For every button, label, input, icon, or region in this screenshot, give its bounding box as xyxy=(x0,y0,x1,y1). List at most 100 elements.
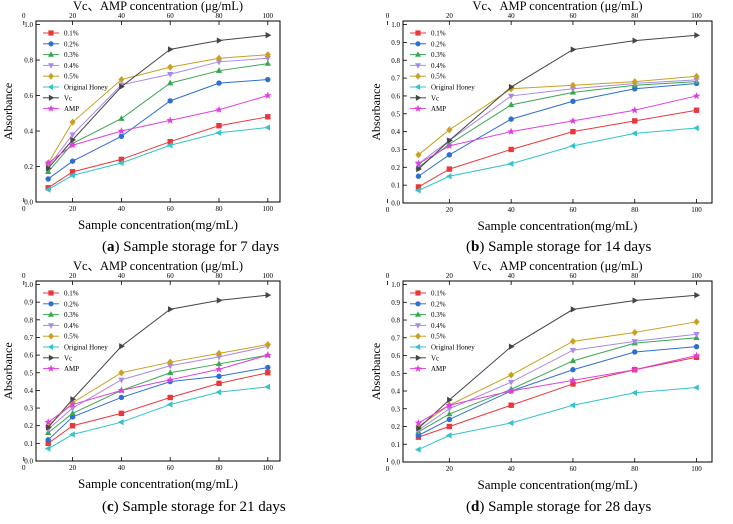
x-tick-label: 80 xyxy=(631,206,639,214)
plot-frame xyxy=(35,20,281,203)
series-line-0.1% xyxy=(418,356,697,438)
data-point-AMP xyxy=(215,105,223,113)
data-point-Vc xyxy=(447,137,453,144)
x-tick-label: 0 xyxy=(386,206,390,214)
data-point-0.5% xyxy=(118,369,125,377)
data-point-0.1% xyxy=(508,146,514,153)
top-x-tick-label: 0 xyxy=(386,12,390,20)
y-tick-label: 0.0 xyxy=(24,199,33,207)
data-point-AMP xyxy=(507,127,515,135)
data-point-0.1% xyxy=(570,128,576,135)
data-point-0.2% xyxy=(265,364,271,371)
data-point-0.3% xyxy=(69,409,76,416)
data-point-0.2% xyxy=(446,152,453,158)
data-point-Vc xyxy=(216,297,223,304)
series-line-0.5% xyxy=(47,54,268,164)
data-point-0.1% xyxy=(446,423,453,430)
legend-marker xyxy=(415,332,421,340)
legend-marker xyxy=(415,290,421,296)
legend-label: 0.4% xyxy=(64,62,79,70)
legend-label: Original Honey xyxy=(64,344,108,352)
data-point-0.4% xyxy=(69,132,76,139)
series-line-AMP xyxy=(418,95,697,165)
y-tick-label: 0.0 xyxy=(391,459,400,467)
data-point-AMP xyxy=(445,141,454,150)
x-tick-label: 40 xyxy=(508,206,516,214)
bottom-axis-title: Sample concentration(mg/mL) xyxy=(478,218,638,233)
top-x-tick-label: 80 xyxy=(631,272,639,280)
caption-b: (b) Sample storage for 14 days xyxy=(466,239,652,255)
data-point-AMP xyxy=(445,401,454,409)
y-tick-label: 0.2 xyxy=(391,423,400,431)
x-tick-label: 80 xyxy=(216,464,224,472)
series-line-0.5% xyxy=(47,344,268,427)
data-point-0.4% xyxy=(508,93,515,100)
y-tick-label: 1.0 xyxy=(24,281,33,289)
plot-frame xyxy=(402,20,713,204)
top-x-tick-label: 40 xyxy=(508,12,516,20)
series-line-0.3% xyxy=(418,337,697,433)
y-tick-label: 0.0 xyxy=(391,200,400,208)
data-point-Original Honey xyxy=(445,173,452,180)
y-tick-label: 0.3 xyxy=(24,405,33,413)
data-point-0.3% xyxy=(446,410,453,417)
data-point-Vc xyxy=(119,343,125,350)
data-point-Vc xyxy=(265,32,272,39)
data-point-Original Honey xyxy=(414,446,421,453)
data-point-0.5% xyxy=(215,349,223,357)
data-point-0.4% xyxy=(569,347,577,354)
data-point-Vc xyxy=(570,46,577,53)
data-point-0.3% xyxy=(45,168,52,175)
data-point-0.2% xyxy=(446,416,453,423)
data-point-0.5% xyxy=(631,78,638,86)
data-point-0.1% xyxy=(118,410,125,417)
x-tick-label: 20 xyxy=(69,205,77,213)
legend-label: Vc xyxy=(64,94,72,102)
bottom-axis-title: Sample concentration(mg/mL) xyxy=(78,217,238,232)
data-point-Original Honey xyxy=(445,432,452,439)
data-point-0.1% xyxy=(508,402,514,408)
data-point-0.2% xyxy=(570,98,576,104)
data-point-Vc xyxy=(70,396,77,403)
x-tick-label: 20 xyxy=(69,464,77,472)
data-point-Original Honey xyxy=(44,445,51,452)
x-tick-label: 100 xyxy=(263,464,274,472)
bottom-axis-title: Sample concentration(mg/mL) xyxy=(478,477,638,492)
y-tick-label: 0.7 xyxy=(391,334,400,342)
series-line-AMP xyxy=(418,355,697,424)
legend-marker xyxy=(415,72,421,80)
legend-label: 0.3% xyxy=(431,311,446,319)
legend-label: 0.1% xyxy=(64,30,79,38)
x-tick-label: 20 xyxy=(446,465,454,473)
data-point-AMP xyxy=(117,127,126,135)
x-tick-label: 0 xyxy=(22,205,26,213)
data-point-Original Honey xyxy=(264,383,271,391)
series-line-Original Honey xyxy=(47,386,268,450)
chart-panel-a: 0 20 40 60 80 100 0 20 40 60 80 100 0.0 0.2 0.4 0.6 0.8 1… xyxy=(1,0,281,232)
data-point-Vc xyxy=(508,343,515,350)
data-point-0.5% xyxy=(69,118,76,126)
bottom-axis-title: Sample concentration(mg/mL) xyxy=(78,476,238,491)
data-point-Vc xyxy=(447,396,453,404)
y-axis-title: Absorbance xyxy=(369,83,383,140)
data-point-0.5% xyxy=(118,75,125,84)
series-line-0.2% xyxy=(418,346,697,436)
data-point-0.1% xyxy=(216,380,222,387)
legend-label: 0.5% xyxy=(431,333,446,341)
data-point-Vc xyxy=(70,136,77,144)
data-point-0.5% xyxy=(415,151,422,159)
legend-marker xyxy=(414,343,421,351)
legend-marker xyxy=(48,301,54,307)
data-point-Original Honey xyxy=(44,186,51,193)
legend-marker xyxy=(47,63,55,69)
data-point-Original Honey xyxy=(569,142,576,150)
y-tick-label: 1.0 xyxy=(24,21,33,29)
data-point-0.5% xyxy=(508,371,515,379)
chart-panel-b: 0 20 40 60 80 100 0 20 40 60 80 100 0.0 0.1 0.2 0.3 0.4 0… xyxy=(369,0,713,233)
data-point-Vc xyxy=(632,297,639,304)
data-point-Vc xyxy=(45,424,52,431)
legend-marker xyxy=(414,364,422,372)
series-line-AMP xyxy=(47,95,268,164)
legend-marker xyxy=(47,323,55,329)
top-x-tick-label: 80 xyxy=(216,12,224,20)
